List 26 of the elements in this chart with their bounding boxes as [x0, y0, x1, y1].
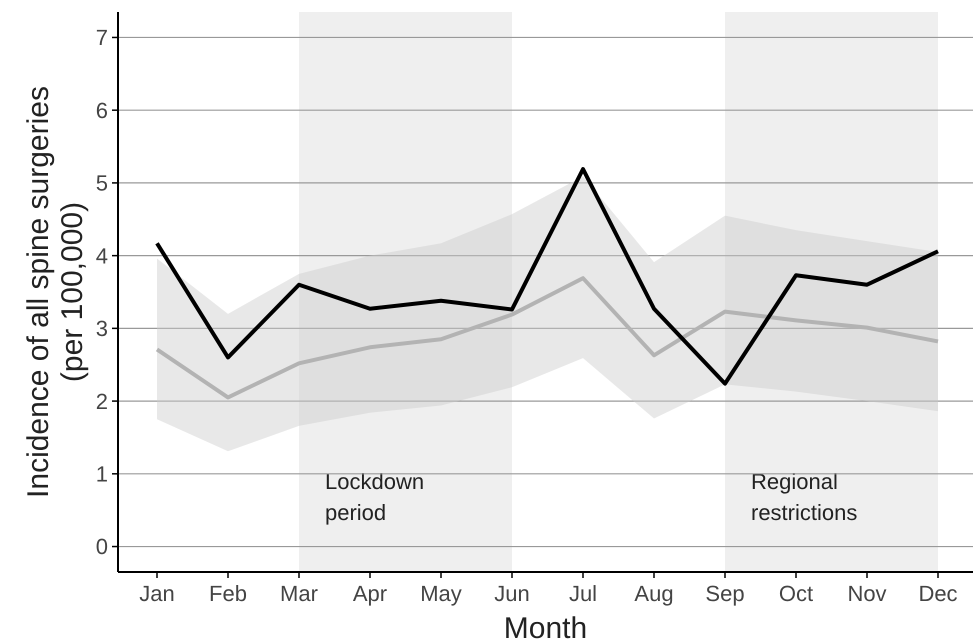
y-axis-title: Incidence of all spine surgeries (per 100,000)	[22, 86, 89, 498]
x-tick-label: Aug	[634, 581, 674, 606]
y-tick-label: 4	[96, 243, 108, 268]
x-tick-label: Jan	[139, 581, 175, 606]
y-tick-label: 6	[96, 98, 108, 123]
x-tick-label: Apr	[352, 581, 388, 606]
x-tick-label: Jul	[568, 581, 598, 606]
x-tick-label: Sep	[705, 581, 745, 606]
line-series	[155, 276, 940, 400]
y-tick-label: 7	[96, 25, 108, 50]
y-tick-label: 0	[96, 534, 108, 560]
x-tick-label: Jun	[494, 581, 530, 606]
y-tick-label: 3	[96, 316, 108, 342]
x-tick-label: Dec	[918, 581, 958, 606]
x-tick-label: Feb	[209, 581, 247, 606]
x-tick-label: Mar	[280, 581, 318, 606]
y-tick-label: 5	[96, 170, 108, 196]
y-tick-label: 1	[96, 462, 108, 487]
x-tick-label: Oct	[778, 581, 814, 606]
line-series	[155, 167, 940, 386]
x-axis-title: Month	[504, 612, 588, 644]
band-label: Lockdown period	[325, 469, 424, 525]
x-tick-label: Nov	[847, 581, 887, 606]
y-tick-label: 2	[96, 388, 108, 414]
band-label: Regional restrictions	[751, 469, 858, 525]
x-tick-label: May	[420, 581, 462, 606]
